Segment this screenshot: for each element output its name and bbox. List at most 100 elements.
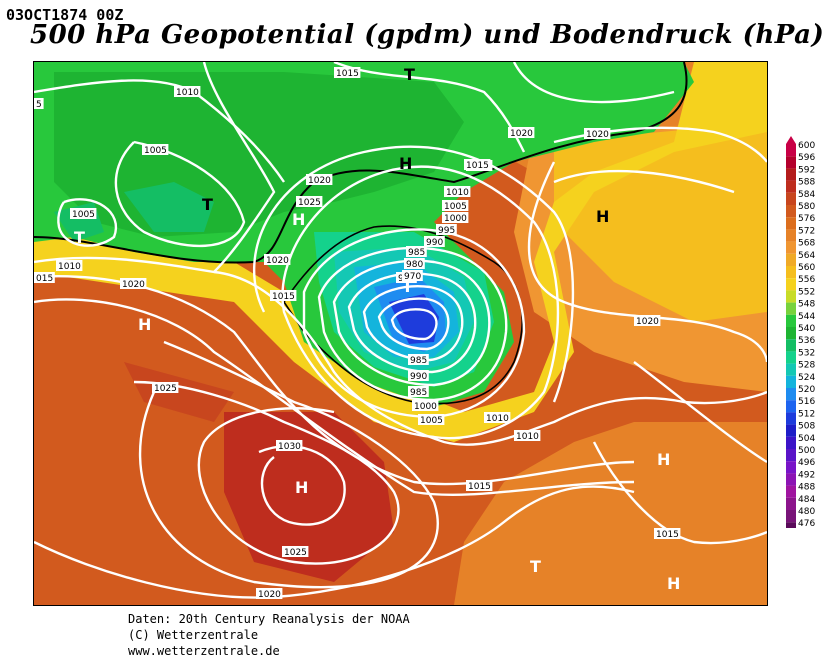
- isobar-label-bg: [442, 200, 469, 211]
- isobar-label-bg: [408, 386, 429, 397]
- isobar-label: 970: [404, 272, 421, 282]
- legend-swatch: [786, 436, 796, 449]
- legend-arrow-top: [786, 136, 796, 144]
- isobar-label: 995: [438, 226, 455, 236]
- legend-swatch: [786, 217, 796, 230]
- legend-swatch: [786, 400, 796, 413]
- low-symbol: T: [404, 65, 415, 84]
- isobar-label-bg: [444, 186, 471, 197]
- legend-label: 532: [798, 348, 815, 358]
- isobar-label: 1020: [122, 280, 145, 290]
- legend-swatch: [786, 497, 796, 510]
- pressure-symbols: T H T T H T H H H H T H: [74, 65, 680, 593]
- legend-swatch: [786, 266, 796, 279]
- isobar-label-bg: [256, 588, 283, 599]
- legend-swatch: [786, 412, 796, 425]
- isobar-label: 1015: [336, 69, 359, 79]
- legend-label: 596: [798, 153, 815, 163]
- isobar-label-bg: [306, 174, 333, 185]
- isobar-label: 5: [36, 100, 42, 110]
- isobar-label: 1010: [176, 88, 199, 98]
- legend-swatch: [786, 473, 796, 486]
- isobar-label: 1015: [272, 292, 295, 302]
- isobar-label-bg: [270, 290, 297, 301]
- legend-label: 548: [798, 300, 815, 310]
- isobar-label-bg: [436, 224, 457, 235]
- isobar-label: 1010: [446, 188, 469, 198]
- isobar-label: 980: [406, 260, 423, 270]
- zone-584: [124, 362, 234, 422]
- isobar-label: 990: [426, 238, 443, 248]
- isobar-label-bg: [584, 128, 611, 139]
- legend-swatch: [786, 351, 796, 364]
- zone-556: [34, 62, 767, 442]
- high-symbol: H: [399, 154, 412, 173]
- isobar-label-bg: [466, 480, 493, 491]
- isobar-label: 015: [36, 274, 53, 284]
- high-symbol: H: [292, 210, 305, 229]
- legend-label: 580: [798, 202, 815, 212]
- legend-label: 536: [798, 336, 815, 346]
- legend-swatch: [786, 461, 796, 474]
- color-legend: 600 596 592 588 584 580 576 572 568 564 560 556 552 5…: [785, 128, 833, 543]
- isobar-label-bg: [484, 412, 511, 423]
- isobar-label-bg: [408, 354, 429, 365]
- legend-label: 520: [798, 385, 815, 395]
- legend-label: 528: [798, 361, 815, 371]
- legend-swatch: [786, 205, 796, 218]
- isobar-label: 1005: [72, 210, 95, 220]
- isobar-label-bg: [264, 254, 291, 265]
- isobars: [34, 62, 767, 599]
- legend-swatch: [786, 302, 796, 315]
- legend-swatch: [786, 522, 796, 535]
- high-symbol: H: [596, 207, 609, 226]
- isobar-label: 1005: [420, 416, 443, 426]
- isobar-labels: 1015 1010 1005 1005 1010 1015 1020 1020 1025 1020…: [34, 67, 681, 600]
- isobar-label-bg: [174, 86, 201, 97]
- legend-label: 552: [798, 287, 815, 297]
- isobar-label-bg: [152, 382, 179, 393]
- legend-label: 544: [798, 312, 815, 322]
- isobar-label: 1015: [656, 530, 679, 540]
- legend-label: 516: [798, 397, 815, 407]
- legend-label: 480: [798, 507, 815, 517]
- legend-swatch: [786, 180, 796, 193]
- legend-label: 476: [798, 519, 815, 528]
- legend-swatch: [786, 229, 796, 242]
- isobar-label-bg: [412, 400, 439, 411]
- high-symbol: H: [657, 450, 670, 469]
- legend-swatch: [786, 144, 796, 157]
- map-canvas: 1015 1010 1005 1005 1010 1015 1020 1020 1025 1020…: [34, 62, 767, 605]
- legend-label: 564: [798, 251, 815, 261]
- isobar-label-bg: [120, 278, 147, 289]
- isobar-label: 985: [408, 248, 425, 258]
- legend-label: 592: [798, 165, 815, 175]
- isobar-label-bg: [56, 260, 83, 271]
- legend-label: 540: [798, 324, 815, 334]
- high-symbol: H: [138, 315, 151, 334]
- isobar-label: 1030: [278, 442, 301, 452]
- legend-swatch: [786, 327, 796, 340]
- legend-scale: 600 596 592 588 584 580 576 572 568 564 560 556 552 5…: [786, 136, 815, 543]
- isobar-label-bg: [70, 208, 97, 219]
- low-symbol: T: [74, 228, 85, 247]
- footer-copyright: (C) Wetterzentrale: [128, 628, 259, 642]
- isobar-label: 985: [410, 356, 427, 366]
- footer-website[interactable]: www.wetterzentrale.de: [128, 644, 280, 658]
- legend-label: 492: [798, 470, 815, 480]
- isobar-label-bg: [654, 528, 681, 539]
- isobar-label-bg: [142, 144, 169, 155]
- legend-label: 484: [798, 495, 815, 505]
- legend-swatch: [786, 278, 796, 291]
- high-symbol: H: [295, 478, 308, 497]
- isobar-label-bg: [408, 370, 429, 381]
- low-symbol: T: [202, 195, 213, 214]
- isobar-label: 990: [410, 372, 427, 382]
- legend-label: 496: [798, 458, 815, 468]
- isobar-label-bg: [34, 98, 44, 109]
- high-symbol: H: [667, 574, 680, 593]
- isobar-label: 1005: [444, 202, 467, 212]
- isobar-label-bg: [418, 414, 445, 425]
- isobar-label: 1010: [516, 432, 539, 442]
- legend-label: 576: [798, 214, 815, 224]
